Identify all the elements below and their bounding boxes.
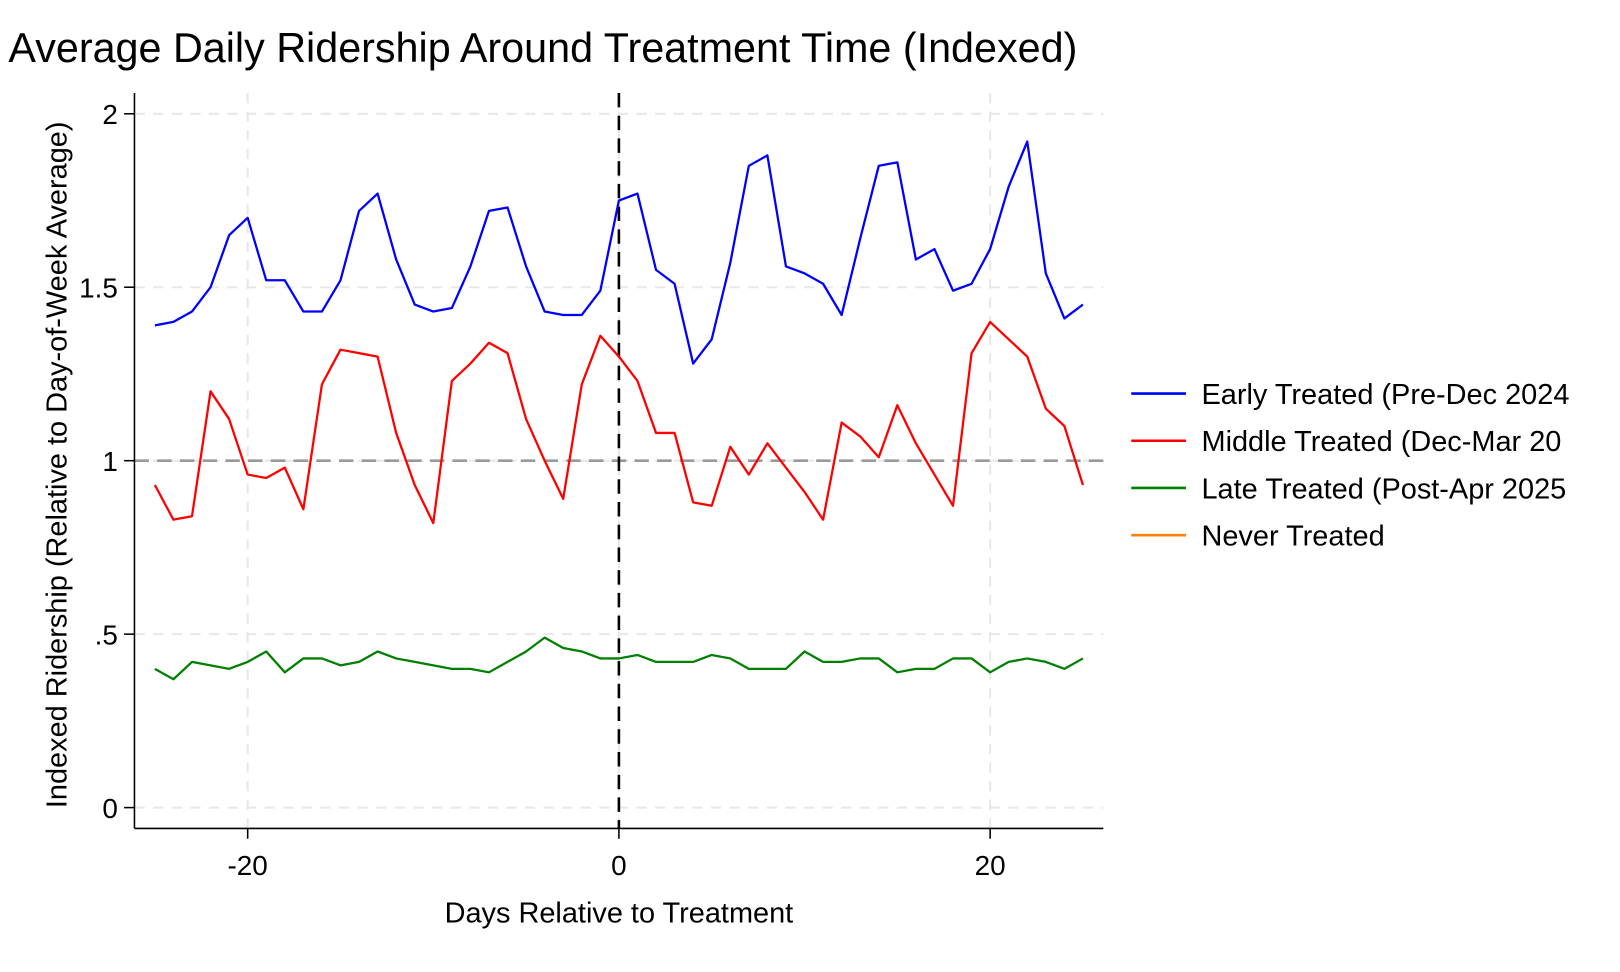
legend-label: Middle Treated (Dec-Mar 20 bbox=[1201, 426, 1561, 458]
legend-label: Never Treated bbox=[1201, 520, 1384, 552]
y-axis-label: Indexed Ridership (Relative to Day-of-We… bbox=[41, 122, 73, 809]
y-tick-label: 0 bbox=[102, 793, 118, 824]
series-line bbox=[154, 636, 1084, 681]
x-tick-label: -20 bbox=[228, 850, 268, 881]
legend-label: Early Treated (Pre-Dec 2024 bbox=[1201, 379, 1569, 411]
y-tick-label: 2 bbox=[102, 99, 118, 130]
x-tick-label: 20 bbox=[975, 850, 1006, 881]
series-line bbox=[153, 320, 1085, 525]
chart-title: Average Daily Ridership Around Treatment… bbox=[8, 25, 1077, 71]
x-tick-label: 0 bbox=[611, 850, 627, 881]
y-tick-label: 1 bbox=[102, 446, 118, 477]
y-tick-label: 1.5 bbox=[79, 273, 118, 304]
x-axis-label: Days Relative to Treatment bbox=[445, 897, 794, 929]
legend-label: Late Treated (Post-Apr 2025 bbox=[1201, 473, 1566, 505]
plot bbox=[134, 92, 1104, 829]
series-line bbox=[154, 140, 1084, 365]
y-tick-label: .5 bbox=[95, 619, 118, 650]
